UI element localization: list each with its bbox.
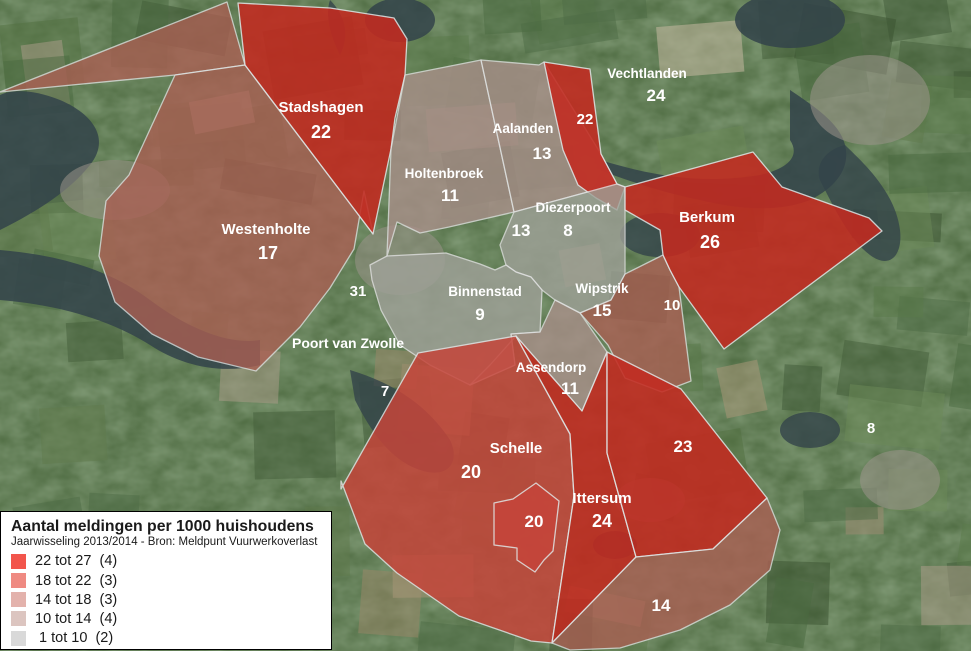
svg-text:Wipstrik: Wipstrik xyxy=(575,281,629,296)
svg-text:Stadshagen: Stadshagen xyxy=(278,99,363,116)
svg-text:13: 13 xyxy=(533,144,552,163)
svg-text:Aalanden: Aalanden xyxy=(493,121,554,136)
svg-text:Westenholte: Westenholte xyxy=(222,221,311,238)
svg-text:Ittersum: Ittersum xyxy=(572,490,631,507)
svg-text:14: 14 xyxy=(652,596,671,615)
svg-text:22: 22 xyxy=(311,122,331,142)
svg-text:8: 8 xyxy=(867,420,875,437)
svg-text:22: 22 xyxy=(577,111,594,128)
svg-text:Poort van Zwolle: Poort van Zwolle xyxy=(292,335,404,351)
svg-text:11: 11 xyxy=(561,379,579,398)
svg-text:7: 7 xyxy=(381,383,389,400)
svg-text:26: 26 xyxy=(700,232,720,252)
svg-text:Holtenbroek: Holtenbroek xyxy=(405,166,484,181)
svg-text:Berkum: Berkum xyxy=(679,209,735,226)
svg-text:20: 20 xyxy=(525,512,544,531)
svg-text:8: 8 xyxy=(563,221,572,240)
svg-text:31: 31 xyxy=(350,283,367,300)
svg-text:Diezerpoort: Diezerpoort xyxy=(535,200,611,215)
svg-text:Binnenstad: Binnenstad xyxy=(448,284,522,299)
svg-text:10: 10 xyxy=(664,297,681,314)
svg-text:17: 17 xyxy=(258,243,278,263)
svg-text:13: 13 xyxy=(512,221,531,240)
svg-text:Vechtlanden: Vechtlanden xyxy=(607,66,687,81)
svg-text:23: 23 xyxy=(674,437,693,456)
svg-text:9: 9 xyxy=(475,305,484,324)
svg-text:11: 11 xyxy=(441,186,459,205)
svg-text:24: 24 xyxy=(592,511,612,531)
svg-text:15: 15 xyxy=(593,301,612,320)
svg-text:Assendorp: Assendorp xyxy=(516,360,587,375)
svg-text:20: 20 xyxy=(461,462,481,482)
svg-text:24: 24 xyxy=(647,86,666,105)
svg-text:Schelle: Schelle xyxy=(490,440,543,457)
